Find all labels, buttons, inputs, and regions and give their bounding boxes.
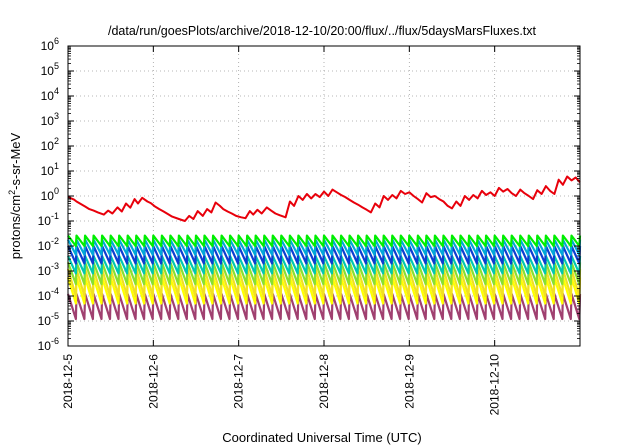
y-tick-label: 10-3 — [38, 261, 59, 278]
y-tick-label-exp: -2 — [51, 236, 59, 246]
y-axis-title-sup: 2 — [7, 190, 17, 195]
x-tick-label: 2018-12-5 — [61, 354, 75, 409]
y-axis-title: protons/cm2-s-sr-MeV — [7, 132, 23, 259]
y-axis-ticks: 10-610-510-410-310-210-11001011021031041… — [38, 36, 580, 353]
y-tick-label: 103 — [41, 111, 59, 128]
y-tick-label: 10-6 — [38, 336, 59, 353]
y-tick-label: 10-1 — [38, 211, 59, 228]
series-line — [67, 175, 581, 222]
y-tick-label-base: 10 — [41, 189, 55, 203]
x-tick-label: 2018-12-9 — [402, 354, 416, 409]
y-tick-label-base: 10 — [38, 264, 52, 278]
y-axis-title-rest: -s-sr-MeV — [8, 132, 23, 189]
chart-title: /data/run/goesPlots/archive/2018-12-10/2… — [108, 24, 537, 38]
y-tick-label-base: 10 — [41, 114, 55, 128]
y-tick-label-exp: 3 — [54, 111, 59, 121]
y-tick-label-base: 10 — [41, 164, 55, 178]
x-axis-title: Coordinated Universal Time (UTC) — [222, 430, 421, 445]
y-tick-label-base: 10 — [41, 89, 55, 103]
y-tick-label-base: 10 — [41, 139, 55, 153]
y-tick-label-exp: -4 — [51, 286, 59, 296]
y-tick-label: 101 — [41, 161, 59, 178]
y-tick-label-exp: -3 — [51, 261, 59, 271]
y-tick-label: 10-4 — [38, 286, 59, 303]
x-tick-label: 2018-12-6 — [146, 354, 160, 409]
x-axis-ticks: 2018-12-5 2018-12-6 2018-12-7 2018-12-8 2018… — [61, 46, 502, 415]
y-tick-label-base: 10 — [38, 239, 52, 253]
y-tick-label-exp: 2 — [54, 136, 59, 146]
y-tick-label-exp: 5 — [54, 61, 59, 71]
y-tick-label: 10-2 — [38, 236, 59, 253]
y-tick-label-base: 10 — [38, 289, 52, 303]
x-tick-label: 2018-12-7 — [232, 354, 246, 409]
series-lines — [66, 175, 582, 321]
y-tick-label: 102 — [41, 136, 59, 153]
y-tick-label-exp: 6 — [54, 36, 59, 46]
y-tick-label-base: 10 — [38, 214, 52, 228]
y-tick-label-exp: -1 — [51, 211, 59, 221]
y-tick-label-base: 10 — [41, 64, 55, 78]
y-tick-label: 100 — [41, 186, 59, 203]
y-tick-label: 10-5 — [38, 311, 59, 328]
y-tick-label-exp: -6 — [51, 336, 59, 346]
y-tick-label-base: 10 — [38, 339, 52, 353]
y-tick-label-exp: 1 — [54, 161, 59, 171]
y-tick-label-exp: 4 — [54, 86, 59, 96]
x-tick-label: 2018-12-10 — [488, 354, 502, 416]
y-tick-label-exp: 0 — [54, 186, 59, 196]
y-tick-label: 104 — [41, 86, 59, 103]
y-tick-label-base: 10 — [41, 39, 55, 53]
y-tick-label: 106 — [41, 36, 59, 53]
series-line — [67, 234, 582, 248]
y-tick-label-exp: -5 — [51, 311, 59, 321]
y-tick-label-base: 10 — [38, 314, 52, 328]
y-axis-title-base: protons/cm — [8, 195, 23, 259]
y-tick-label: 105 — [41, 61, 59, 78]
x-tick-label: 2018-12-8 — [317, 354, 331, 409]
